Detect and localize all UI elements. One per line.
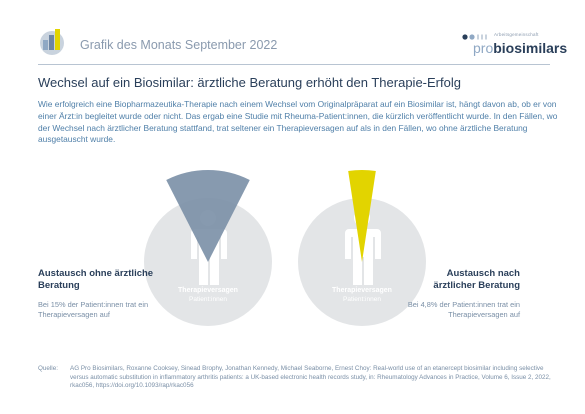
header-title: Grafik des Monats September 2022 — [80, 38, 278, 52]
pie-slice — [166, 170, 250, 262]
brand-name-bio: biosimilars — [493, 40, 568, 56]
pie-charts: Therapieversagen Patient:innen Therapieve… — [144, 169, 426, 326]
source-label: Quelle: — [38, 365, 58, 372]
left-chart-subtitle: Bei 15% der Patient:innen trat ein Thera… — [38, 300, 149, 319]
brand-dots-icon — [462, 34, 487, 40]
left-chart-title: Austausch ohne ärztliche Beratung — [38, 268, 154, 291]
figure-label: Therapieversagen — [332, 287, 392, 294]
header-divider — [38, 64, 550, 65]
brand-name: probiosimilars — [473, 40, 567, 56]
figure-label: Therapieversagen — [178, 287, 238, 294]
figure-sublabel: Patient:innen — [343, 296, 381, 303]
right-chart-subtitle: Bei 4,8% der Patient:innen trat ein Ther… — [407, 300, 520, 319]
source-note: Quelle: AG Pro Biosimilars, Roxanne Cook… — [38, 365, 558, 391]
pie-slice — [348, 169, 376, 262]
intro-paragraph: Wie erfolgreich eine Biopharmazeutika-Th… — [38, 99, 558, 145]
brand-logo: Arbeitsgemeinschaft probiosimilars — [462, 30, 572, 60]
chart-without-counseling: Therapieversagen Patient:innen — [144, 170, 272, 326]
chart-logo-icon — [40, 29, 64, 55]
page-title: Wechsel auf ein Biosimilar: ärztliche Be… — [38, 75, 461, 90]
brand-name-pro: pro — [473, 40, 494, 56]
source-text: AG Pro Biosimilars, Roxanne Cooksey, Sin… — [70, 365, 551, 390]
right-chart-title: Austausch nach ärztlicher Beratung — [433, 268, 520, 291]
figure-sublabel: Patient:innen — [189, 296, 227, 303]
brand-small-text: Arbeitsgemeinschaft — [494, 32, 539, 37]
chart-with-counseling: Therapieversagen Patient:innen — [298, 169, 426, 326]
